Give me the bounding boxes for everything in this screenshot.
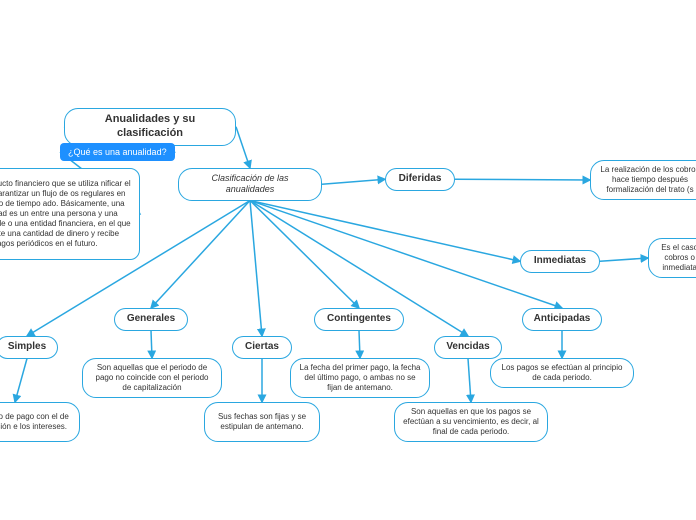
node-contingentes: Contingentes <box>314 308 404 331</box>
edge-clasif-inmediatas <box>250 201 520 262</box>
edge-diferidas-diferidasDesc <box>455 179 590 180</box>
edge-vencidas-vencidasDesc <box>468 359 471 403</box>
node-simplesDesc: o el periodo de pago con el de capitaliz… <box>0 402 80 442</box>
node-vencidasDesc: Son aquellas en que los pagos se efectúa… <box>394 402 548 442</box>
node-inmediatasDesc: Es el caso n cobros o p inmediatam <box>648 238 696 278</box>
node-def: po de producto financiero que se utiliza… <box>0 168 140 260</box>
edge-generales-generalesDesc <box>151 331 152 359</box>
node-contingentesDesc: La fecha del primer pago, la fecha del ú… <box>290 358 430 398</box>
node-simples: Simples <box>0 336 58 359</box>
node-inmediatas: Inmediatas <box>520 250 600 273</box>
node-tag: ¿Qué es una anualidad? <box>60 143 175 161</box>
node-anticipadas: Anticipadas <box>522 308 602 331</box>
node-root: Anualidades y su clasificación <box>64 108 236 146</box>
edge-clasif-contingentes <box>250 201 359 309</box>
edge-inmediatas-inmediatasDesc <box>600 258 648 261</box>
node-generales: Generales <box>114 308 188 331</box>
node-diferidas: Diferidas <box>385 168 455 191</box>
node-anticipadasDesc: Los pagos se efectúan al principio de ca… <box>490 358 634 388</box>
node-generalesDesc: Son aquellas que el periodo de pago no c… <box>82 358 222 398</box>
edge-clasif-diferidas <box>322 179 385 184</box>
edge-root-clasif <box>236 127 250 168</box>
edge-clasif-anticipadas <box>250 201 562 309</box>
node-vencidas: Vencidas <box>434 336 502 359</box>
edge-clasif-ciertas <box>250 201 262 337</box>
edge-clasif-generales <box>151 201 250 309</box>
edge-contingentes-contingentesDesc <box>359 331 360 359</box>
node-ciertasDesc: Sus fechas son fijas y se estipulan de a… <box>204 402 320 442</box>
node-diferidasDesc: La realización de los cobros hace tiempo… <box>590 160 696 200</box>
node-clasif: Clasificación de las anualidades <box>178 168 322 201</box>
edge-simples-simplesDesc <box>15 359 27 403</box>
node-ciertas: Ciertas <box>232 336 292 359</box>
